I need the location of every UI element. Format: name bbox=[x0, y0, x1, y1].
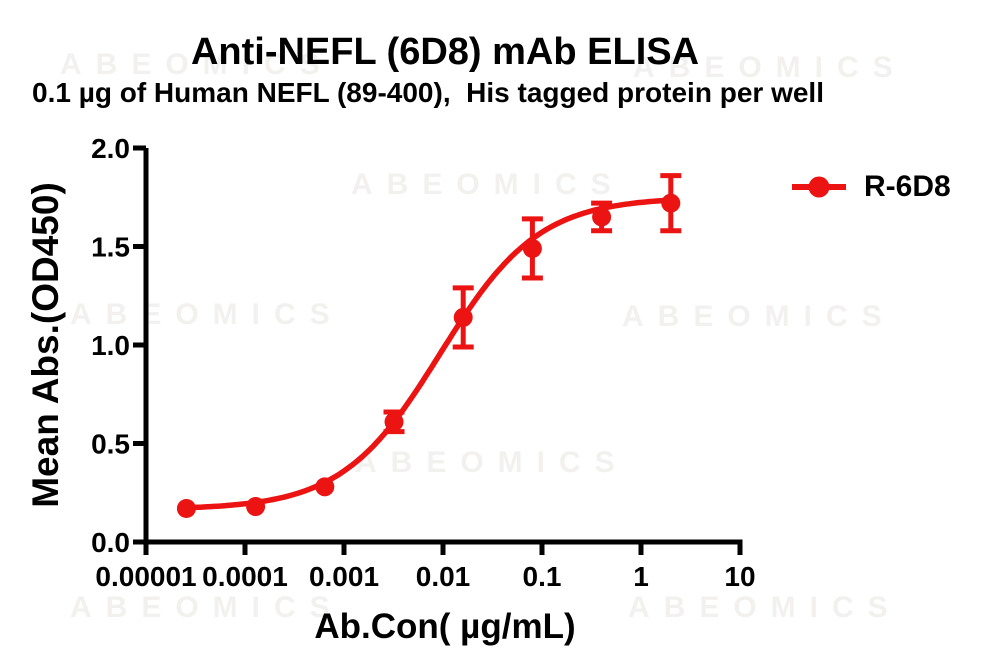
y-tick-label: 0.0 bbox=[91, 527, 130, 558]
watermark-text: ABEOMICS bbox=[351, 168, 625, 201]
y-tick-label: 1.0 bbox=[91, 330, 130, 361]
chart-subtitle: 0.1 µg of Human NEFL (89-400), His tagge… bbox=[32, 77, 824, 108]
data-point bbox=[522, 238, 542, 258]
legend: R-6D8 bbox=[791, 170, 951, 204]
y-tick-label: 1.5 bbox=[91, 232, 130, 263]
fit-curve bbox=[183, 197, 674, 511]
chart-title: Anti-NEFL (6D8) mAb ELISA bbox=[190, 31, 700, 73]
watermark-text: ABEOMICS bbox=[628, 591, 902, 624]
x-tick-label: 0.00001 bbox=[95, 561, 196, 592]
legend-dot bbox=[808, 176, 830, 198]
y-tick-label: 0.5 bbox=[91, 429, 130, 460]
data-point bbox=[592, 207, 612, 227]
watermark-text: ABEOMICS bbox=[355, 446, 629, 479]
data-point bbox=[453, 307, 473, 327]
y-tick-label: 2.0 bbox=[91, 133, 130, 164]
watermark-text: ABEOMICS bbox=[633, 51, 907, 84]
x-tick-label: 0.01 bbox=[416, 561, 471, 592]
data-point bbox=[661, 193, 681, 213]
watermark-text: ABEOMICS bbox=[622, 300, 896, 333]
x-tick-label: 0.001 bbox=[309, 561, 379, 592]
x-axis-title: Ab.Con( µg/mL) bbox=[314, 607, 576, 646]
x-tick-label: 0.1 bbox=[523, 561, 562, 592]
watermark-text: ABEOMICS bbox=[60, 48, 334, 81]
watermark-text: ABEOMICS bbox=[70, 591, 344, 624]
x-tick-label: 10 bbox=[724, 561, 755, 592]
watermark-text: ABEOMICS bbox=[70, 298, 344, 331]
series-marker-icon bbox=[792, 176, 846, 198]
legend-series-label: R-6D8 bbox=[864, 170, 951, 203]
data-point bbox=[315, 477, 335, 497]
data-point bbox=[176, 499, 196, 519]
x-tick-label: 0.0001 bbox=[202, 561, 288, 592]
data-point bbox=[384, 412, 404, 432]
data-point bbox=[246, 497, 266, 517]
x-tick-label: 1 bbox=[633, 561, 649, 592]
